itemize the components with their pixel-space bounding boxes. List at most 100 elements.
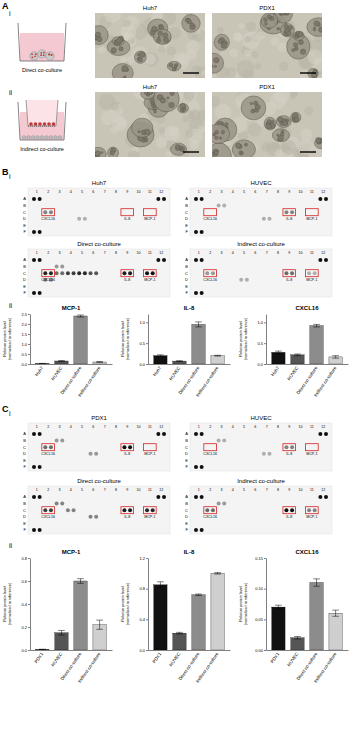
cell [267,15,271,19]
y-tick-label: 0.0 [21,362,27,367]
cell [284,25,288,29]
chart-title: IL-8 [184,549,195,555]
error-bar [77,315,84,317]
chart-title: MCP-1 [62,549,81,555]
y-tick-label: 0.0 [139,648,145,653]
highlight-box [283,270,296,277]
y-axis-title: Relative protein level(normalised to ref… [3,582,12,625]
array-col-label: 1 [36,251,38,255]
cell [277,27,280,30]
array-spot [318,258,322,262]
highlight-box [121,209,134,216]
x-tick-label: Huh7 [152,365,163,377]
arrays-panel_c: CiPDX1ABCDEF123456789101112CXCL16IL-8MCP… [2,404,332,534]
array-spot [60,439,64,443]
bar-chart: IL-8 Relative protein level(normalised to… [121,549,231,684]
array-col-label: 9 [126,251,128,255]
cell [95,32,100,37]
cell [123,76,126,78]
cell [221,43,227,49]
highlight-label: IL-8 [124,278,130,282]
cell [278,135,284,141]
array-spot [162,258,166,262]
array-col-label: 10 [137,488,141,492]
array-spot [32,197,36,201]
array-spot [318,432,322,436]
array-spot [222,204,226,208]
sub-label: ii [9,542,13,549]
cell [139,52,145,58]
cell-cluster [95,147,106,157]
y-tick-label: 1.0 [139,320,145,325]
array-col-label: 8 [277,190,279,194]
sub-label: i [9,410,11,417]
texture [277,42,287,52]
x-axis-line [149,364,231,365]
array-col-label: 1 [36,488,38,492]
x-tick-label: HUVEC [168,365,182,381]
cell [43,54,45,56]
x-tick: Huh7 [34,365,45,377]
cell-cluster [141,92,155,99]
cell-cluster [232,140,255,157]
array-spot [200,230,204,234]
cell-cluster [95,26,108,45]
array-spot [324,495,328,499]
y-axis-title: Relative protein level(normalised to ref… [121,582,130,625]
y-axis-title-line: Relative protein level [239,321,243,356]
texture [246,22,256,32]
highlight-label: CXCL16 [41,515,55,519]
array-spot [55,265,59,269]
x-axis-line [31,650,113,651]
array-row-label: A [185,196,188,201]
x-tick: Indirect co-culture [77,365,102,398]
highlight-label: IL-8 [286,515,292,519]
y-axis-line [148,559,149,651]
y-axis-title-line: (normalised to reference) [126,582,130,625]
x-tick-label: PDX1 [33,651,44,664]
x-tick-label: Huh7 [270,365,281,377]
array-col-label: 5 [243,251,245,255]
x-axis-line [149,650,231,651]
arrays-panel_b: BiHuh7ABCDEF123456789101112CXCL16IL-8MCP… [2,167,332,297]
cell [287,31,291,35]
panel-letter: A [2,1,9,11]
array-col-label: 3 [220,190,222,194]
array-spot [205,508,209,512]
array-row-label: A [23,431,26,436]
x-axis: Huh7HUVECDirect co-cultureIndirect co-cu… [267,365,349,398]
array-row-label: B [23,264,26,269]
array-col-label: 12 [321,251,325,255]
array-col-label: 3 [58,488,60,492]
array-row-label: E [185,284,188,289]
array-spot [66,508,70,512]
cell [278,117,283,122]
plot-area [272,579,343,650]
y-tick: 0.5 [257,341,266,346]
y-axis: 0.00.40.81.2 [139,556,148,653]
array-spot [324,258,328,262]
array-row-label: B [23,501,26,506]
y-axis-line [266,559,267,651]
array-col-label: 3 [220,251,222,255]
array-spot [128,445,132,449]
y-axis-title-line: (normalised to reference) [244,582,248,625]
highlight-box [121,270,134,277]
cell [316,137,321,142]
error-bar [39,363,46,364]
y-tick: 0.4 [139,617,148,622]
array-row-label: C [23,271,26,276]
array-spot [262,217,266,221]
y-tick: 1.5 [21,332,30,337]
y-tick-mark [28,558,30,559]
texture [99,94,115,110]
texture [271,37,279,45]
array-spot [200,528,204,532]
array-spot [217,204,221,208]
highlight-label: IL-8 [286,217,292,221]
cell [214,151,218,155]
array-row-label: C [185,445,188,450]
scale-bar [183,151,199,152]
array-spot [290,210,294,214]
cell [51,54,53,56]
